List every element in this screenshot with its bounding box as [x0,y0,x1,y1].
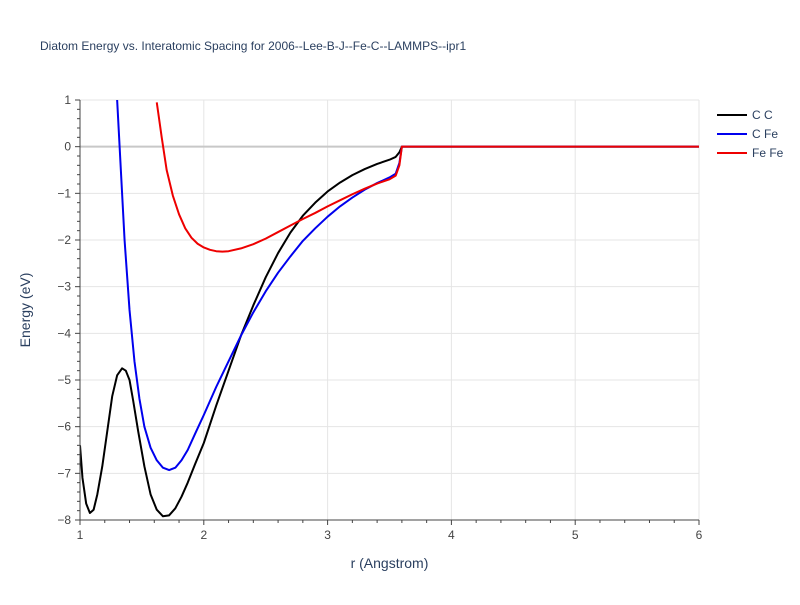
y-tick-label: 0 [64,140,71,154]
series-line-fe-fe [155,102,699,253]
axes: 1 2 3 4 5 6 1 0 −1 −2 −3 −4 −5 −6 −7 −8 [57,93,702,542]
legend-label: Fe Fe [752,146,784,160]
series-layer [80,100,699,518]
legend-item-fe-fe[interactable]: Fe Fe [717,146,784,160]
x-axis-label: r (Angstrom) [351,555,429,571]
x-tick-label: 6 [696,528,703,542]
x-tick-label: 1 [77,528,84,542]
legend-item-c-fe[interactable]: C Fe [717,127,778,141]
y-tick-label: −4 [57,326,71,340]
y-tick-label: 1 [64,93,71,107]
legend-label: C Fe [752,127,778,141]
x-tick-label: 5 [572,528,579,542]
y-tick-label: −3 [57,280,71,294]
series-line-c-c [80,145,699,518]
x-tick-label: 3 [324,528,331,542]
grid-lines [80,99,700,520]
legend-item-c-c[interactable]: C C [717,108,773,122]
y-axis-label: Energy (eV) [17,273,33,348]
y-tick-label: −8 [57,513,71,527]
x-tick-label: 4 [448,528,455,542]
y-tick-label: −2 [57,233,71,247]
chart-title: Diatom Energy vs. Interatomic Spacing fo… [40,39,466,53]
y-tick-label: −6 [57,420,71,434]
y-tick-label: −7 [57,466,71,480]
x-tick-label: 2 [200,528,207,542]
y-tick-label: −5 [57,373,71,387]
y-tick-label: −1 [57,186,71,200]
legend[interactable]: C C C Fe Fe Fe [717,108,784,160]
legend-label: C C [752,108,773,122]
